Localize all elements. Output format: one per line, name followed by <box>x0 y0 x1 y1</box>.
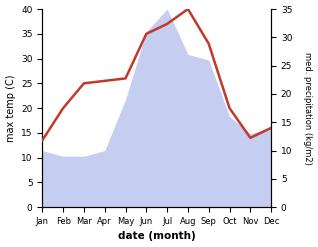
X-axis label: date (month): date (month) <box>118 231 196 242</box>
Y-axis label: med. precipitation (kg/m2): med. precipitation (kg/m2) <box>303 52 313 165</box>
Y-axis label: max temp (C): max temp (C) <box>5 74 16 142</box>
